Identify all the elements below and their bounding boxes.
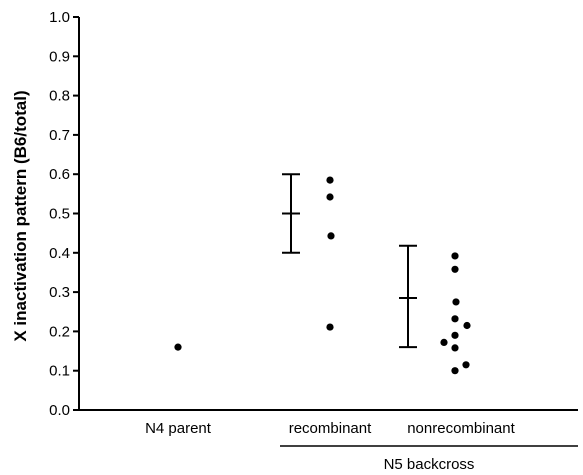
axes <box>78 17 578 411</box>
data-point <box>451 265 459 273</box>
data-point <box>440 338 448 347</box>
y-tick-label: 0.1 <box>49 363 70 380</box>
data-point <box>451 252 459 260</box>
group-bracket: N5 backcross <box>280 445 578 473</box>
group-label: N5 backcross <box>384 456 475 473</box>
y-tick-label: 0.6 <box>49 166 70 183</box>
data-point <box>451 331 459 339</box>
data-point <box>326 323 334 331</box>
y-tick-label: 0.7 <box>49 127 70 144</box>
y-tick-label: 0.4 <box>49 245 70 262</box>
x-category-label: nonrecombinant <box>407 420 515 437</box>
data-point <box>326 176 334 184</box>
y-tick-label: 0.9 <box>49 48 70 65</box>
data-point <box>451 315 459 323</box>
data-point <box>463 321 471 330</box>
data-point <box>174 343 182 351</box>
y-ticks: 0.0 0.1 0.2 0.3 0.4 0.5 0.6 0.7 0.8 0.9 1.0 <box>49 9 79 419</box>
y-axis-label: X inactivation pattern (B6/total) <box>11 90 30 341</box>
data-point <box>326 193 334 201</box>
data-point <box>452 298 460 306</box>
y-tick-label: 0.8 <box>49 88 70 105</box>
points <box>174 176 471 375</box>
x-category-label: recombinant <box>289 420 372 437</box>
x-category-label: N4 parent <box>145 420 212 437</box>
y-tick-label: 0.3 <box>49 284 70 301</box>
summaries <box>282 173 417 349</box>
y-tick-label: 0.0 <box>49 402 70 419</box>
y-tick-label: 1.0 <box>49 9 70 26</box>
data-point <box>462 361 470 369</box>
y-tick-label: 0.2 <box>49 323 70 340</box>
data-point <box>327 232 335 240</box>
data-point <box>451 367 459 375</box>
y-tick-label: 0.5 <box>49 206 70 223</box>
x-labels: N4 parent recombinant nonrecombinant <box>145 420 516 437</box>
data-point <box>451 344 459 352</box>
